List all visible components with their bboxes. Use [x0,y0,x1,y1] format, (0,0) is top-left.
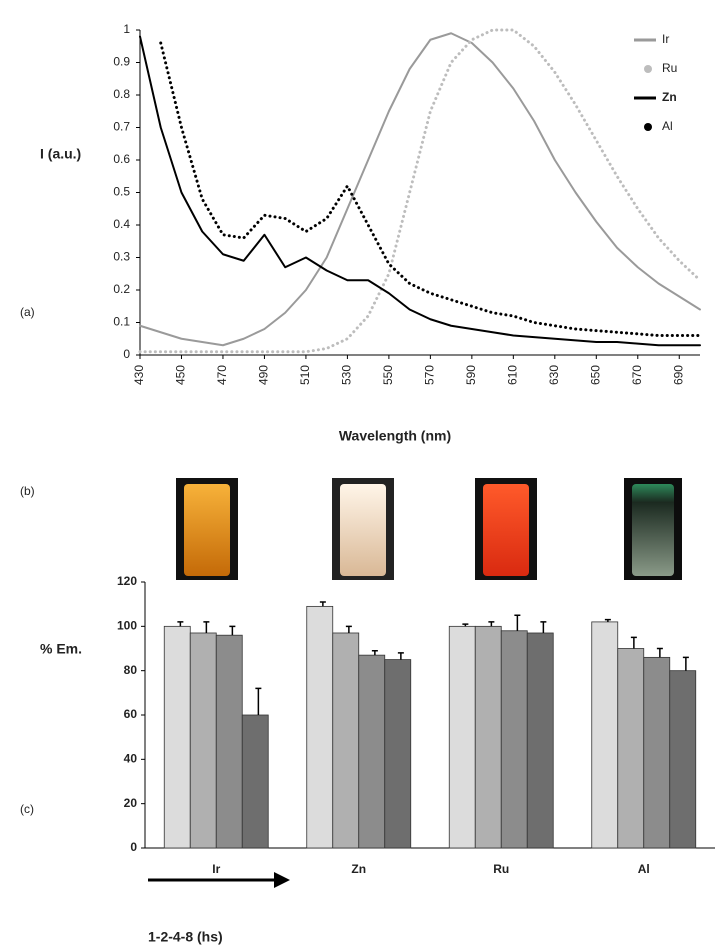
error-bar [656,647,663,658]
y-tick-label: 40 [124,752,138,766]
vial [340,484,386,576]
bar [448,625,476,849]
x-tick-label: 530 [340,365,354,385]
x-tick-label: 450 [174,365,188,385]
x-tick-label: 490 [257,365,271,385]
bar [306,605,334,849]
bar [358,654,386,849]
legend-marker [644,123,652,131]
error-bar [255,687,262,715]
y-tick-label: 20 [124,796,138,810]
error-bar [319,601,326,607]
error-bar [203,621,210,633]
bar [241,714,269,849]
x-tick-label: 470 [215,365,229,385]
arrow [148,872,290,888]
bar [500,630,528,849]
bar [526,632,554,849]
legend-marker [644,65,652,73]
bar [617,648,645,849]
error-bar [462,623,469,627]
x-tick-label: Ru [493,862,509,876]
y-axis-title: % Em. [40,641,82,657]
legend-label: Al [662,119,673,133]
bar [643,656,671,849]
error-bar [345,625,352,633]
y-tick-label: 1 [123,22,130,36]
bar [163,625,191,849]
y-tick-label: 100 [117,619,137,633]
y-tick-label: 0.9 [113,55,130,69]
x-tick-label: 610 [506,365,520,385]
y-tick-label: 0.7 [113,120,130,134]
series-line [139,35,701,347]
x-tick-label: Ir [212,862,220,876]
series-line [159,41,702,337]
y-tick-label: 0.2 [113,282,130,296]
x-axis-title: Wavelength (nm) [339,428,451,444]
series-line [138,28,702,354]
x-tick-label: 690 [671,365,685,385]
error-bar [177,621,184,627]
error-bar [630,636,637,649]
error-bar [682,656,689,671]
error-bar [514,614,521,631]
x-tick-label: 670 [630,365,644,385]
vial [632,484,674,576]
panel-label: (a) [20,305,35,319]
x-tick-label: Zn [351,862,366,876]
y-tick-label: 120 [117,574,137,588]
error-bar [371,649,378,656]
y-tick-label: 0.6 [113,152,130,166]
x-tick-label: 570 [423,365,437,385]
bar [669,670,697,849]
y-tick-label: 0.1 [113,315,130,329]
legend-label: Zn [662,90,677,104]
annotation: 1-2-4-8 (hs) [148,929,223,945]
vial [184,484,230,576]
y-tick-label: 0 [123,347,130,361]
error-bar [397,652,404,660]
vial [483,484,529,576]
y-tick-label: 0.8 [113,87,130,101]
x-tick-label: 510 [298,365,312,385]
bar [474,625,502,849]
y-tick-label: 0 [130,840,137,854]
legend-label: Ru [662,61,677,75]
error-bar [488,621,495,627]
error-bar [540,621,547,633]
bar [591,621,619,849]
bar [332,632,360,849]
y-tick-label: 0.5 [113,185,130,199]
arrow-head [274,872,290,888]
bar [215,634,243,849]
x-tick-label: 630 [547,365,561,385]
x-tick-label: 590 [464,365,478,385]
series-line [139,32,701,347]
bar [384,659,412,849]
x-tick-label: 430 [132,365,146,385]
error-bar [229,625,236,636]
error-bar [604,618,611,622]
bar [189,632,217,849]
y-axis-title: I (a.u.) [40,146,81,162]
x-tick-label: 650 [588,365,602,385]
y-tick-label: 60 [124,707,138,721]
panel-label: (c) [20,802,34,816]
y-tick-label: 0.4 [113,217,130,231]
vials [176,478,682,580]
y-tick-label: 0.3 [113,250,130,264]
legend-label: Ir [662,32,669,46]
x-tick-label: Al [638,862,650,876]
panel-label: (b) [20,484,35,498]
x-tick-label: 550 [381,365,395,385]
y-tick-label: 80 [124,663,138,677]
